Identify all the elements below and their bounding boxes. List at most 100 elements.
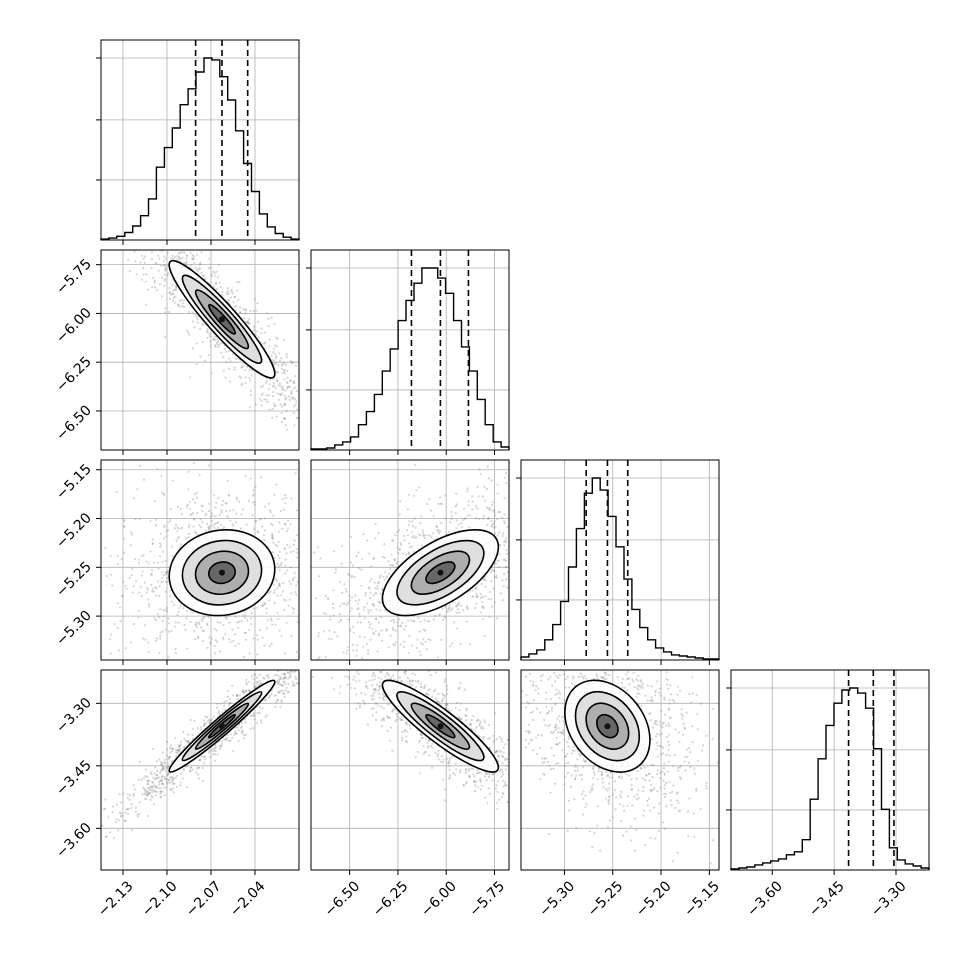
- sample-point: [221, 711, 224, 714]
- sample-point: [142, 257, 145, 260]
- sample-point: [463, 688, 466, 691]
- sample-point: [626, 773, 629, 776]
- sample-point: [366, 687, 369, 690]
- sample-point: [426, 620, 429, 623]
- sample-point: [547, 678, 550, 681]
- sample-point: [664, 782, 668, 785]
- sample-point: [208, 528, 211, 531]
- sample-point: [152, 590, 155, 593]
- sample-point: [280, 594, 283, 597]
- sample-point: [270, 619, 273, 622]
- sample-point: [495, 737, 498, 741]
- sample-point: [252, 677, 255, 681]
- sample-point: [444, 616, 447, 619]
- sample-point: [442, 697, 445, 700]
- sample-point: [168, 781, 171, 784]
- sample-point: [244, 610, 247, 613]
- sample-point: [458, 771, 462, 774]
- sample-point: [455, 604, 458, 608]
- sample-point: [191, 768, 194, 771]
- sample-point: [422, 638, 425, 641]
- sample-point: [389, 634, 392, 637]
- sample-point: [446, 610, 449, 613]
- sample-point: [371, 679, 374, 682]
- sample-point: [282, 680, 285, 683]
- sample-point: [165, 754, 168, 757]
- sample-point: [180, 298, 183, 302]
- sample-point: [472, 715, 475, 718]
- sample-point: [332, 602, 335, 606]
- sample-point: [690, 701, 693, 704]
- sample-point: [349, 599, 352, 602]
- sample-point: [407, 619, 410, 622]
- sample-point: [157, 269, 160, 272]
- sample-point: [434, 671, 437, 674]
- sample-point: [624, 686, 627, 689]
- sample-point: [212, 270, 215, 273]
- sample-point: [396, 546, 399, 549]
- sample-point: [275, 587, 278, 590]
- sample-point: [251, 369, 254, 372]
- sample-point: [154, 794, 157, 797]
- sample-point: [205, 512, 208, 515]
- sample-point: [501, 795, 504, 799]
- sample-point: [268, 599, 271, 602]
- sample-point: [208, 525, 211, 528]
- sample-point: [347, 675, 350, 678]
- sample-point: [240, 376, 243, 379]
- sample-point: [125, 808, 128, 811]
- sample-point: [159, 608, 162, 611]
- sample-point: [284, 689, 287, 692]
- sample-point: [146, 598, 150, 601]
- sample-point: [109, 555, 112, 558]
- sample-point: [185, 537, 188, 540]
- panel-background: [101, 40, 299, 240]
- sample-point: [292, 550, 295, 553]
- sample-point: [493, 514, 497, 517]
- sample-point: [163, 311, 166, 314]
- sample-point: [491, 569, 494, 572]
- sample-point: [177, 259, 180, 262]
- sample-point: [502, 785, 505, 788]
- sample-point: [165, 572, 168, 575]
- sample-point: [476, 786, 479, 789]
- sample-point: [504, 471, 507, 475]
- sample-point: [134, 810, 137, 813]
- sample-point: [372, 594, 375, 597]
- sample-point: [165, 570, 168, 574]
- sample-point: [327, 597, 330, 601]
- sample-point: [268, 394, 271, 397]
- sample-point: [280, 509, 283, 513]
- histogram-panel-3: [726, 669, 930, 871]
- sample-point: [401, 679, 404, 683]
- sample-point: [403, 534, 406, 538]
- sample-point: [333, 549, 336, 553]
- sample-point: [476, 485, 479, 489]
- sample-point: [474, 784, 477, 787]
- sample-point: [123, 525, 126, 528]
- sample-point: [488, 590, 491, 594]
- sample-point: [696, 713, 699, 716]
- sample-point: [393, 558, 396, 561]
- sample-point: [240, 725, 244, 728]
- sample-point: [229, 733, 233, 736]
- sample-point: [327, 637, 330, 640]
- sample-point: [277, 530, 280, 534]
- sample-point: [272, 390, 275, 394]
- sample-point: [447, 765, 450, 768]
- sample-point: [290, 389, 293, 393]
- sample-point: [502, 558, 505, 561]
- sample-point: [177, 252, 181, 255]
- sample-point: [385, 629, 388, 632]
- sample-point: [294, 398, 297, 401]
- sample-point: [289, 360, 292, 363]
- sample-point: [490, 519, 493, 522]
- sample-point: [494, 712, 497, 715]
- sample-point: [283, 608, 286, 612]
- sample-point: [488, 615, 491, 618]
- sample-point: [372, 671, 375, 674]
- sample-point: [649, 783, 653, 786]
- sample-point: [295, 593, 298, 596]
- sample-point: [171, 779, 174, 782]
- sample-point: [474, 728, 477, 731]
